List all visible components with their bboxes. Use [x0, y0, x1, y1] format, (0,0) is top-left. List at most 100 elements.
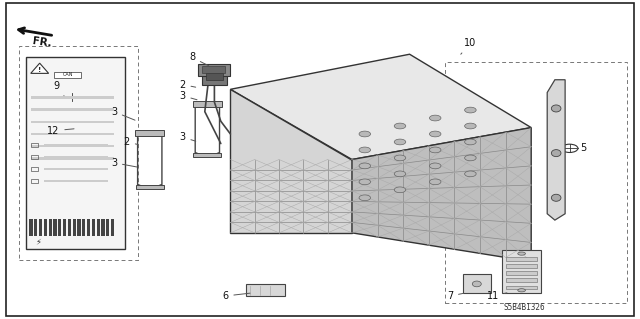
- Bar: [193, 153, 221, 157]
- Text: 2: 2: [124, 137, 138, 147]
- Bar: [445, 62, 627, 303]
- Bar: [63, 219, 67, 236]
- Polygon shape: [31, 63, 49, 73]
- Polygon shape: [547, 80, 565, 220]
- Bar: [73, 219, 76, 236]
- Bar: [506, 278, 537, 282]
- Bar: [29, 219, 33, 236]
- Ellipse shape: [552, 150, 561, 157]
- Bar: [77, 219, 81, 236]
- Bar: [502, 250, 541, 293]
- Circle shape: [429, 131, 441, 137]
- Bar: [87, 219, 90, 236]
- Bar: [463, 274, 491, 293]
- Bar: [44, 144, 108, 146]
- Ellipse shape: [472, 281, 481, 287]
- Circle shape: [429, 115, 441, 121]
- Bar: [83, 219, 86, 236]
- Bar: [111, 219, 114, 236]
- Text: 8: 8: [189, 52, 209, 66]
- Bar: [35, 219, 37, 236]
- Bar: [54, 72, 81, 78]
- Bar: [68, 219, 71, 236]
- Bar: [202, 75, 227, 85]
- Bar: [31, 133, 114, 135]
- Text: 6: 6: [222, 291, 250, 301]
- Circle shape: [465, 155, 476, 161]
- Bar: [31, 179, 38, 183]
- Text: ⚡: ⚡: [35, 237, 41, 246]
- Bar: [31, 155, 38, 159]
- Bar: [44, 180, 108, 182]
- Circle shape: [394, 171, 406, 177]
- Bar: [58, 219, 61, 236]
- Circle shape: [465, 123, 476, 129]
- Circle shape: [394, 155, 406, 161]
- Bar: [26, 57, 125, 249]
- Bar: [101, 219, 104, 236]
- Bar: [31, 167, 38, 171]
- Polygon shape: [230, 89, 352, 233]
- Text: 3: 3: [111, 158, 137, 168]
- Bar: [31, 108, 114, 111]
- Bar: [31, 157, 114, 160]
- Bar: [193, 101, 222, 107]
- Text: 2: 2: [179, 79, 196, 90]
- Polygon shape: [352, 128, 531, 262]
- Circle shape: [465, 107, 476, 113]
- Bar: [44, 156, 108, 158]
- Circle shape: [359, 179, 371, 185]
- Bar: [106, 219, 109, 236]
- Text: 9: 9: [53, 81, 64, 96]
- Text: 11: 11: [486, 291, 507, 301]
- Ellipse shape: [552, 194, 561, 201]
- Bar: [19, 46, 138, 260]
- Text: 7: 7: [447, 291, 463, 301]
- Bar: [202, 66, 225, 73]
- Bar: [506, 286, 537, 289]
- Bar: [506, 257, 537, 261]
- Bar: [39, 219, 42, 236]
- Ellipse shape: [518, 289, 525, 292]
- Text: 10: 10: [461, 38, 477, 54]
- Text: 12: 12: [47, 126, 74, 136]
- Bar: [44, 219, 47, 236]
- Bar: [49, 219, 52, 236]
- Bar: [136, 185, 164, 189]
- Circle shape: [465, 139, 476, 145]
- Text: 3: 3: [111, 107, 135, 120]
- Bar: [198, 64, 230, 76]
- Text: 5: 5: [577, 143, 587, 153]
- Bar: [44, 168, 108, 170]
- Bar: [506, 264, 537, 268]
- Text: CAN: CAN: [63, 72, 73, 78]
- Bar: [31, 143, 38, 147]
- Bar: [97, 219, 100, 236]
- Text: !: !: [38, 67, 42, 73]
- Circle shape: [359, 131, 371, 137]
- Bar: [31, 96, 114, 99]
- Circle shape: [394, 139, 406, 145]
- Text: 3: 3: [179, 132, 196, 142]
- Bar: [31, 145, 114, 147]
- Text: 3: 3: [179, 91, 197, 101]
- Circle shape: [359, 163, 371, 169]
- Circle shape: [394, 123, 406, 129]
- Circle shape: [429, 163, 441, 169]
- Circle shape: [429, 147, 441, 153]
- Polygon shape: [230, 54, 531, 160]
- Circle shape: [359, 147, 371, 153]
- Text: FR.: FR.: [31, 36, 52, 48]
- Circle shape: [359, 195, 371, 201]
- Circle shape: [465, 171, 476, 177]
- Ellipse shape: [518, 252, 525, 255]
- Bar: [135, 130, 164, 136]
- Bar: [92, 219, 95, 236]
- Circle shape: [394, 187, 406, 193]
- Bar: [31, 121, 114, 123]
- Bar: [54, 219, 57, 236]
- Bar: [246, 284, 285, 296]
- Bar: [506, 271, 537, 275]
- Circle shape: [429, 179, 441, 185]
- Ellipse shape: [552, 105, 561, 112]
